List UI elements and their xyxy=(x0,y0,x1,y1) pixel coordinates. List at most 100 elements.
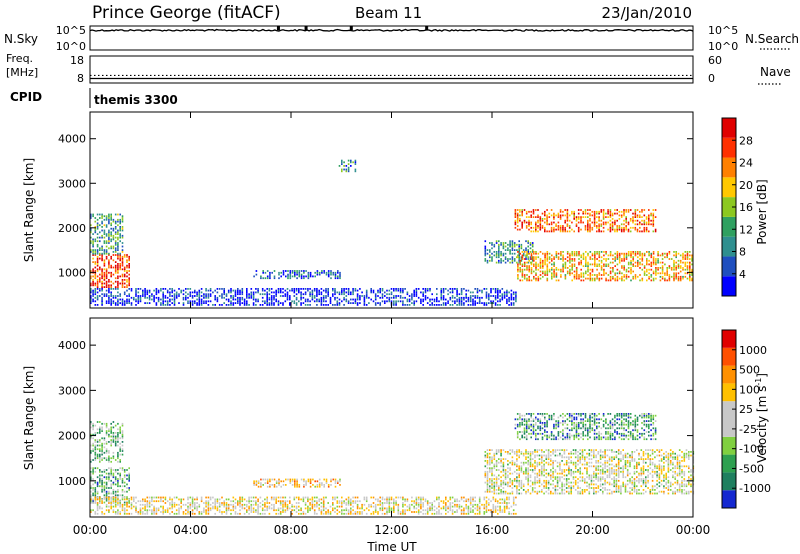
cell-region-4 xyxy=(523,420,526,422)
cell-region-2 xyxy=(296,273,298,276)
cell-region-6 xyxy=(655,272,657,275)
cell-region-7 xyxy=(309,304,311,306)
cell-region-7 xyxy=(402,302,404,304)
cell-region-5 xyxy=(568,230,571,233)
cell-region-5 xyxy=(566,210,569,213)
cell-region-6 xyxy=(555,272,558,275)
cell-region-3 xyxy=(663,465,665,468)
cell-region-1 xyxy=(108,455,110,458)
cell-region-0 xyxy=(108,492,110,495)
cell-region-7 xyxy=(399,300,402,303)
cell-region-0 xyxy=(110,492,112,495)
cell-region-7 xyxy=(506,291,508,294)
cell-region-5 xyxy=(609,230,612,233)
cell-region-3 xyxy=(581,454,584,457)
cell-region-6 xyxy=(564,258,567,260)
cell-region-5 xyxy=(537,219,539,222)
cell-region-2 xyxy=(260,478,262,481)
cell-region-3 xyxy=(622,449,624,451)
cell-region-1 xyxy=(121,220,124,223)
cell-region-7 xyxy=(402,288,404,290)
cell-region-3 xyxy=(529,461,532,464)
cell-region-7 xyxy=(157,298,160,301)
cell-region-7 xyxy=(277,304,280,306)
cell-region-5 xyxy=(645,218,648,220)
cell-region-1 xyxy=(114,424,117,427)
cell-region-7 xyxy=(399,289,402,292)
cell-region-6 xyxy=(526,277,528,280)
cell-region-7 xyxy=(458,302,461,304)
cell-region-1 xyxy=(96,240,99,243)
cell-region-3 xyxy=(590,483,593,486)
cell-region-4 xyxy=(509,258,511,260)
cell-region-6 xyxy=(542,270,544,273)
cell-region-5 xyxy=(589,228,591,231)
cell-region-7 xyxy=(388,296,391,299)
cell-region-3 xyxy=(681,460,683,462)
cell-region-3 xyxy=(647,481,649,484)
cell-region-1 xyxy=(117,213,119,216)
cell-region-6 xyxy=(598,254,601,257)
cell-region-3 xyxy=(676,456,679,459)
cell-region-3 xyxy=(511,463,514,466)
cell-region-7 xyxy=(261,304,264,306)
cell-region-1 xyxy=(105,215,108,218)
cell-region-6 xyxy=(553,274,555,276)
cell-region-7 xyxy=(424,288,427,290)
cell-region-0 xyxy=(103,487,106,489)
cell-region-3 xyxy=(640,479,643,482)
cell-region-0 xyxy=(123,255,126,258)
cell-region-1 xyxy=(108,236,110,239)
cell-region-7 xyxy=(381,289,384,292)
cell-region-0 xyxy=(123,469,126,471)
cell-region-7 xyxy=(422,295,424,297)
cell-region-3 xyxy=(543,454,545,457)
cell-region-7 xyxy=(300,293,302,296)
cell-region-4 xyxy=(493,251,496,253)
cell-region-5 xyxy=(559,226,562,229)
cell-region-2 xyxy=(305,270,307,272)
cell-region-2 xyxy=(289,277,292,280)
cell-region-3 xyxy=(660,458,663,460)
cell-region-0 xyxy=(128,266,130,269)
cell-region-6 xyxy=(675,272,677,275)
cell-region-3 xyxy=(649,467,652,470)
cell-region-7 xyxy=(246,289,248,292)
cell-region-0 xyxy=(105,282,108,285)
cell-region-5 xyxy=(544,230,546,233)
cell-region-3 xyxy=(629,478,631,480)
cell-region-3 xyxy=(658,467,661,470)
cell-region-1 xyxy=(117,457,119,460)
cell-region-7 xyxy=(108,300,110,303)
cell-region-0 xyxy=(96,282,99,285)
cell-region-3 xyxy=(561,476,563,479)
cell-region-0 xyxy=(117,286,119,288)
cell-region-7 xyxy=(402,291,404,294)
cell-region-6 xyxy=(605,252,607,255)
cell-region-7 xyxy=(117,288,119,290)
cell-region-3 xyxy=(577,478,579,480)
cell-region-3 xyxy=(615,490,618,493)
cell-region-1 xyxy=(99,457,101,460)
cell-region-7 xyxy=(194,289,196,292)
cell-region-3 xyxy=(593,452,595,455)
cell-region-2 xyxy=(334,277,337,280)
cell-region-3 xyxy=(633,451,636,453)
cell-region-7 xyxy=(255,288,257,290)
cell-region-6 xyxy=(517,275,519,278)
cell-region-7 xyxy=(372,289,375,292)
cell-region-7 xyxy=(257,300,259,303)
cell-region-6 xyxy=(623,265,625,267)
cell-region-3 xyxy=(491,479,493,482)
cell-region-0 xyxy=(96,492,99,495)
cell-region-3 xyxy=(513,452,516,455)
cell-region-7 xyxy=(90,296,92,299)
cell-region-4 xyxy=(484,254,487,257)
cell-region-3 xyxy=(574,456,577,459)
cell-region-1 xyxy=(121,433,124,436)
cell-region-7 xyxy=(259,293,262,296)
cell-region-6 xyxy=(526,265,528,267)
cell-region-2 xyxy=(296,485,298,488)
cell-region-7 xyxy=(268,288,271,290)
cell-region-7 xyxy=(426,288,429,290)
